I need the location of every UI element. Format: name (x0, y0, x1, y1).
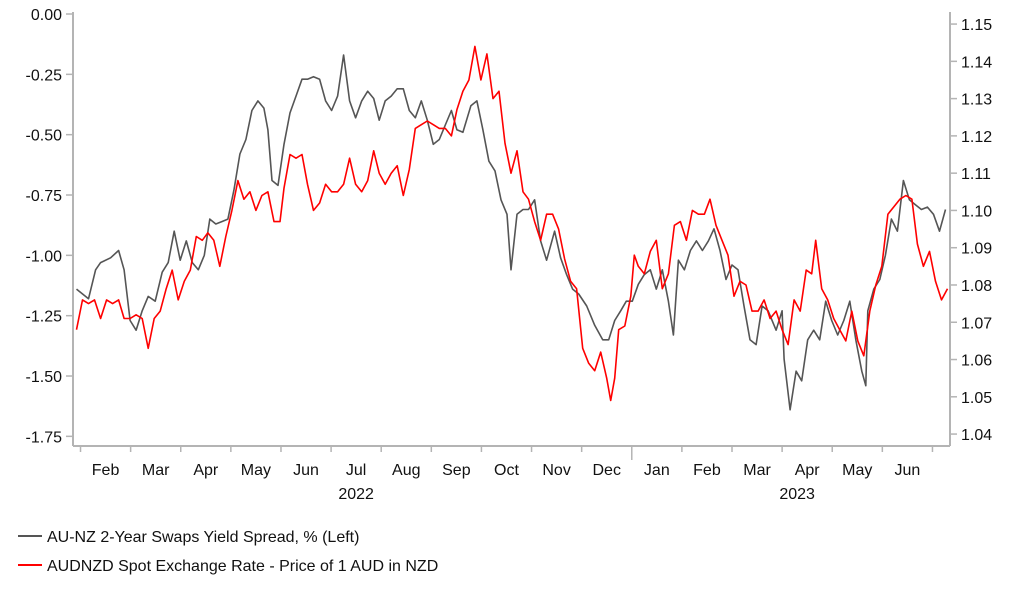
right-tick-label: 1.06 (961, 353, 992, 370)
right-tick-label: 1.05 (961, 390, 992, 407)
month-tick-label: Nov (542, 462, 570, 479)
year-label: 2023 (779, 486, 815, 503)
right-tick-label: 1.15 (961, 17, 992, 34)
series-line-swaps-spread (75, 54, 947, 411)
month-tick-label: Jul (346, 462, 366, 479)
month-tick-label: Mar (142, 462, 170, 479)
legend-label-spread: AU-NZ 2-Year Swaps Yield Spread, % (Left… (47, 529, 359, 546)
right-tick-label: 1.12 (961, 129, 992, 146)
month-tick-label: Sep (442, 462, 471, 479)
right-tick-label: 1.11 (961, 166, 991, 183)
month-tick-label: Feb (92, 462, 120, 479)
left-tick-label: -0.50 (26, 128, 63, 145)
right-tick-label: 1.07 (961, 315, 992, 332)
right-tick-label: 1.10 (961, 203, 992, 220)
month-tick-label: May (842, 462, 872, 479)
axes: 0.00 -0.25 -0.50 -0.75 -1.00 -1.25 -1.50 -1.75 1… (26, 7, 993, 503)
left-tick-label: -0.25 (26, 67, 63, 84)
right-tick-label: 1.09 (961, 241, 992, 258)
left-tick-label: -0.75 (26, 188, 63, 205)
left-tick-label: -1.75 (26, 429, 63, 446)
series-lines (75, 45, 949, 411)
month-tick-label: Feb (693, 462, 721, 479)
right-tick-label: 1.04 (961, 427, 992, 444)
series-line-audnzd (75, 45, 949, 402)
month-tick-label: Dec (592, 462, 620, 479)
legend-label-audnzd: AUDNZD Spot Exchange Rate - Price of 1 A… (47, 558, 438, 575)
left-tick-label: -1.25 (26, 309, 63, 326)
month-tick-label: Apr (193, 462, 219, 479)
month-tick-label: Mar (743, 462, 771, 479)
right-tick-label: 1.14 (961, 54, 992, 71)
legend: AU-NZ 2-Year Swaps Yield Spread, % (Left… (18, 529, 438, 575)
month-tick-label: Oct (494, 462, 519, 479)
month-tick-label: Jun (293, 462, 319, 479)
right-tick-label: 1.13 (961, 92, 992, 109)
month-tick-label: Apr (795, 462, 821, 479)
left-tick-label: -1.00 (26, 248, 63, 265)
left-tick-label: -1.50 (26, 369, 63, 386)
left-tick-label: 0.00 (31, 7, 62, 24)
month-tick-label: Jun (895, 462, 921, 479)
year-label: 2022 (338, 486, 374, 503)
month-tick-label: Jan (644, 462, 670, 479)
month-tick-label: Aug (392, 462, 420, 479)
month-tick-label: May (241, 462, 271, 479)
right-tick-label: 1.08 (961, 278, 992, 295)
